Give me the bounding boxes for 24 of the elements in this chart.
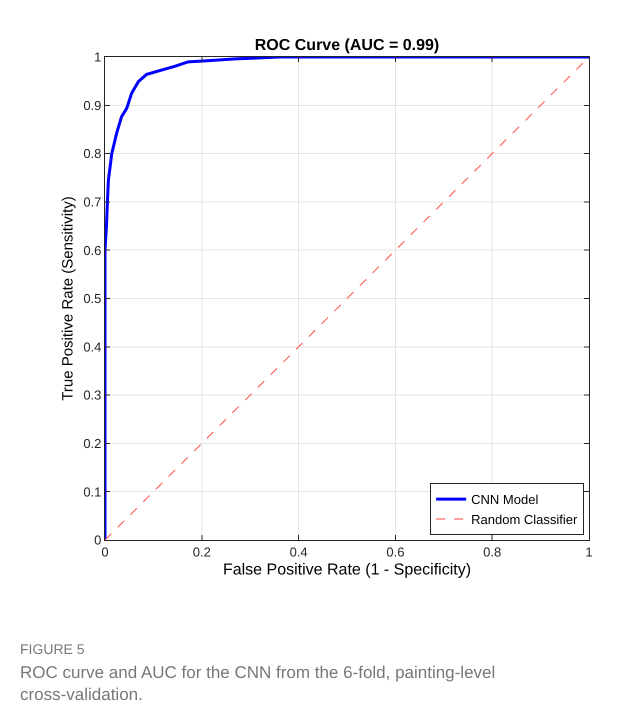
x-tick-label: 0.8 [483, 544, 502, 560]
y-tick-label: 0.3 [83, 388, 102, 403]
chart-title: ROC Curve (AUC = 0.99) [254, 37, 440, 54]
line-series [105, 57, 589, 540]
x-axis-title: False Positive Rate (1 - Specificity) [222, 561, 472, 578]
y-tick-label: 0.1 [83, 484, 102, 500]
y-tick-label: 0.5 [83, 291, 102, 306]
x-tick-label: 0.6 [386, 544, 404, 560]
text: ROC curve and AUC for the CNN from the 6-fold, painting-level cross-validation. [20, 663, 496, 704]
y-tick-label: 0.8 [83, 146, 102, 162]
legend-label: Random Classifier [471, 512, 578, 528]
caption: FIGURE 5 [20, 641, 85, 657]
y-tick-label: 0 [94, 532, 102, 548]
y-axis-title: True Positive Rate (Sensitivity) [60, 196, 77, 401]
y-tick-label: 0.6 [83, 242, 102, 258]
legend-label: CNN Model [471, 492, 538, 508]
y-tick-label: 1 [94, 50, 102, 65]
x-tick-label: 0.2 [192, 544, 211, 560]
x-tick-label: 0.4 [290, 544, 308, 560]
y-tick-label: 0.7 [83, 194, 102, 210]
y-tick-label: 0.2 [83, 436, 102, 451]
y-tick-label: 0.4 [83, 339, 102, 354]
y-tick-label: 0.9 [83, 98, 102, 113]
x-tick-label: 1 [585, 544, 593, 560]
